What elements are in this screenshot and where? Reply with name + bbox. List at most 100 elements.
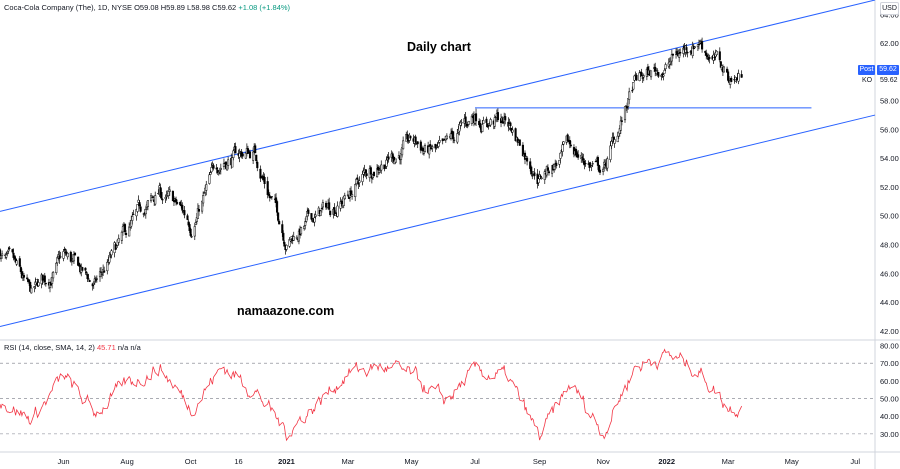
candle-body [329, 210, 332, 216]
candle-body [638, 72, 641, 81]
time-tick-label: Nov [596, 457, 610, 466]
candle-body [518, 139, 521, 146]
candle-body [453, 139, 456, 141]
candle-body [526, 157, 529, 162]
candle-body [132, 213, 135, 215]
candle-body [43, 275, 46, 283]
candle-body [130, 219, 133, 227]
candle-body [307, 209, 310, 214]
candle-body [740, 74, 743, 78]
candle-body [438, 140, 441, 143]
candle-body [633, 75, 636, 81]
candle-body [474, 113, 478, 122]
candle-body [596, 157, 599, 166]
candle-body [419, 141, 422, 151]
rsi-label: RSI (14, close, SMA, 14, 2) [4, 343, 95, 352]
candle-body [598, 169, 602, 173]
candle-body [416, 141, 419, 145]
time-tick-label: May [404, 457, 418, 466]
time-tick-label: 2021 [278, 457, 295, 466]
candle-body [304, 221, 307, 226]
time-tick-label: Oct [185, 457, 198, 466]
candle-body [160, 192, 163, 199]
candle-body [18, 258, 21, 267]
candle-body [314, 214, 317, 217]
candle-body [635, 74, 638, 81]
candle-body [95, 278, 98, 280]
candle-body [59, 256, 62, 258]
candle-body [547, 171, 551, 174]
candle-body [44, 283, 47, 285]
candle-body [669, 61, 672, 64]
candle-body [377, 166, 380, 171]
candle-body [81, 267, 84, 271]
candle-body [117, 238, 120, 243]
candle-body [671, 53, 674, 56]
candle-body [351, 194, 354, 197]
candle-body [356, 177, 359, 180]
candle-body [310, 213, 313, 220]
candle-body [292, 236, 295, 241]
chart-annotation: Daily chart [407, 40, 471, 54]
candle-body [456, 133, 459, 143]
price-tick-label: 50.00 [880, 212, 899, 221]
candle-body [136, 204, 139, 212]
candle-body [384, 167, 387, 169]
rsi-tick-label: 70.00 [880, 359, 899, 368]
candle-body [631, 90, 634, 92]
candle-body [378, 170, 381, 173]
candle-body [85, 271, 88, 273]
candle-body [70, 260, 73, 263]
candle-body [137, 199, 140, 203]
price-tick-label: 42.00 [880, 327, 899, 336]
candle-body [305, 216, 308, 222]
upper-channel-line [0, 0, 876, 212]
rsi-tick-label: 50.00 [880, 395, 899, 404]
candle-body [106, 261, 109, 272]
price-change: +1.08 (+1.84%) [238, 3, 291, 12]
candle-body [37, 282, 40, 287]
candle-body [735, 79, 738, 81]
candle-body [124, 232, 128, 235]
candle-body [722, 66, 726, 73]
candle-body [641, 77, 644, 79]
candle-body [299, 227, 303, 235]
candle-body [62, 251, 65, 259]
candle-body [103, 270, 106, 273]
candle-body [387, 156, 390, 160]
candle-body [730, 78, 733, 82]
candle-body [664, 64, 667, 70]
candle-body [33, 286, 36, 288]
candle-body [212, 165, 215, 169]
candle-body [186, 215, 189, 220]
candle-body [530, 166, 533, 175]
candle-body [277, 212, 280, 221]
candle-body [123, 224, 127, 233]
candle-body [138, 202, 141, 207]
candle-body [706, 54, 709, 58]
price-tick-label: 52.00 [880, 183, 899, 192]
candle-body [281, 224, 284, 234]
candle-body [584, 163, 587, 165]
candle-body [369, 167, 372, 175]
price-tick-label: 54.00 [880, 154, 899, 163]
candle-body [685, 47, 688, 51]
candle-body [385, 159, 388, 167]
candle-body [197, 209, 201, 212]
candle-body [121, 226, 124, 233]
candle-body [704, 51, 707, 53]
candle-body [321, 202, 324, 208]
candle-body [209, 172, 212, 175]
rsi-series [0, 348, 743, 442]
price-tick-label: 46.00 [880, 269, 899, 278]
candle-body [215, 167, 218, 170]
currency-button[interactable]: USD [880, 2, 899, 15]
candle-body [28, 279, 31, 283]
candle-body [7, 249, 10, 252]
chart-header: Coca-Cola Company (The), 1D, NYSE O59.08… [4, 3, 290, 12]
candle-body [698, 41, 702, 44]
candle-body [289, 239, 292, 242]
symbol-label: KO [862, 77, 873, 84]
